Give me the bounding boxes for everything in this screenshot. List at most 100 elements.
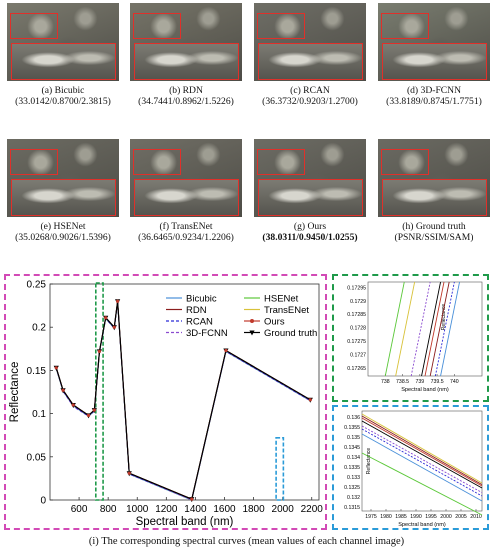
panel-caption-g: (g) Ours (38.0311/0.9450/1.0255)	[248, 221, 372, 243]
ours-point	[92, 408, 96, 412]
x-tick-label: 738.5	[396, 379, 409, 385]
zoom1-series-bicubic	[440, 281, 460, 377]
x-tick-label: 2010	[470, 514, 482, 520]
y-tick-label: 0.1335	[344, 465, 360, 471]
panel-metrics: (33.8189/0.8745/1.7751)	[386, 96, 482, 107]
y-tick-label: 0.17265	[347, 366, 366, 372]
x-axis-label: Spectral band (nm)	[136, 516, 234, 528]
y-tick-label: 0.25	[27, 280, 47, 291]
x-tick-label: 1000	[126, 504, 149, 515]
satellite-image-e	[7, 139, 119, 217]
zoom-chart-2000nm: 0.1315 0.132 0.1325 0.133 0.1335 0.134 0.1345 0…	[344, 410, 483, 528]
main-spectral-chart: 0 0.05 0.1 0.15 0.2 0.25 600 800 1000 1200 1400 160…	[9, 280, 324, 529]
plot-frame	[361, 410, 483, 512]
y-tick-label: 0.134	[347, 455, 360, 461]
y-tick-label: 0.15	[27, 366, 47, 377]
ours-point	[61, 388, 65, 392]
zoomed-roi-inset	[382, 43, 487, 80]
y-tick-label: 0.17275	[347, 339, 366, 345]
x-tick-label: 1990	[410, 514, 422, 520]
zoom2-series-bicubic	[361, 433, 483, 502]
x-tick-label: 2000	[272, 504, 295, 515]
y-tick-label: 0.1729	[350, 299, 366, 305]
x-tick-label: 740	[450, 379, 459, 385]
figure-caption: (i) The corresponding spectral curves (m…	[88, 536, 405, 547]
panel-caption-a: (a) Bicubic (33.0142/0.8700/2.3815)	[1, 85, 125, 107]
zoom-chart-740nm: 0.17265 0.1727 0.17275 0.1728 0.17285 0.1729 0…	[347, 281, 483, 393]
y-tick-label: 0.1728	[350, 326, 366, 332]
panel-metrics: (36.3732/0.9203/1.2700)	[262, 96, 358, 107]
panel-label: (c) RCAN	[290, 85, 330, 96]
y-tick-label: 0.2	[32, 323, 46, 334]
x-axis-label: Spectral band (nm)	[401, 387, 449, 393]
legend-label: TransENet	[264, 305, 309, 316]
panel-caption-b: (b) RDN (34.7441/0.8962/1.5226)	[124, 85, 248, 107]
roi-box	[257, 149, 305, 175]
y-tick-label: 0.05	[27, 452, 47, 463]
x-tick-label: 739	[415, 379, 424, 385]
ours-point	[86, 413, 91, 417]
legend-label: 3D-FCNN	[186, 328, 228, 339]
x-tick-label: 1600	[213, 504, 236, 515]
panel-caption-d: (d) 3D-FCNN (33.8189/0.8745/1.7751)	[372, 85, 493, 107]
y-tick-label: 0.136	[347, 415, 360, 421]
legend-marker	[250, 319, 254, 323]
y-tick-label: 0.17295	[347, 285, 366, 291]
ours-point	[97, 349, 102, 353]
panel-metrics: (35.0268/0.9026/1.5396)	[15, 232, 111, 243]
panel-metrics: (34.7441/0.8962/1.5226)	[138, 96, 234, 107]
plot-frame	[49, 283, 320, 501]
zoomed-roi-inset	[258, 179, 363, 216]
plot-frame	[367, 281, 483, 377]
x-tick-label: 1200	[155, 504, 178, 515]
legend-marker	[249, 330, 255, 336]
y-tick-label: 0.1345	[344, 445, 360, 451]
satellite-image-g	[254, 139, 366, 217]
panel-metrics: (33.0142/0.8700/2.3815)	[15, 96, 111, 107]
legend-label: RDN	[186, 305, 207, 316]
panel-caption-c: (c) RCAN (36.3732/0.9203/1.2700)	[248, 85, 372, 107]
legend-label: Bicubic	[186, 294, 217, 305]
legend-label: Ground truth	[264, 328, 317, 339]
x-tick-label: 2200	[301, 504, 324, 515]
y-axis-label: Reflectance	[441, 304, 447, 331]
zoom2-series-3d-fcnn	[361, 425, 483, 493]
zoomed-roi-inset	[134, 43, 239, 80]
green-region-box	[95, 282, 104, 501]
y-tick-label: 0.132	[347, 495, 360, 501]
y-tick-label: 0.1	[32, 409, 46, 420]
legend-label: HSENet	[264, 294, 299, 305]
zoom2-series-transenet	[361, 413, 483, 484]
ours-point	[71, 403, 75, 407]
panel-label: (g) Ours	[293, 221, 327, 232]
y-tick-label: 0.133	[347, 475, 360, 481]
x-tick-label: 1995	[425, 514, 437, 520]
panel-metrics: (36.6465/0.9234/1.2206)	[138, 232, 234, 243]
y-tick-label: 0.1355	[344, 425, 360, 431]
panel-caption-f: (f) TransENet (36.6465/0.9234/1.2206)	[124, 221, 248, 243]
roi-box	[381, 149, 429, 175]
ours-point	[224, 348, 228, 353]
zoom-panel-green: 0.17265 0.1727 0.17275 0.1728 0.17285 0.1729 0…	[332, 274, 489, 402]
panel-label: (f) TransENet	[159, 221, 213, 232]
satellite-image-a	[7, 3, 119, 81]
zoom2-series-hsenet	[361, 452, 483, 516]
zoomed-roi-inset	[11, 179, 116, 216]
zoom-panel-blue: 0.1315 0.132 0.1325 0.133 0.1335 0.134 0.1345 0…	[332, 405, 489, 530]
x-tick-label: 600	[71, 504, 88, 515]
satellite-image-b	[130, 3, 242, 81]
x-tick-label: 2005	[455, 514, 467, 520]
zoom1-series-hsenet	[384, 281, 405, 377]
y-tick-label: 0.1727	[350, 353, 366, 359]
blue-region-box	[275, 436, 285, 501]
zoom2-series-ground-truth	[361, 420, 483, 489]
x-tick-label: 1980	[380, 514, 392, 520]
zoom1-series-ours	[424, 281, 445, 377]
y-tick-label: 0.17285	[347, 312, 366, 318]
roi-box	[10, 149, 58, 175]
x-tick-label: 738	[381, 379, 390, 385]
panel-metrics: (PSNR/SSIM/SAM)	[394, 232, 474, 243]
ours-point	[308, 398, 312, 402]
panel-metrics: (38.0311/0.9450/1.0255)	[262, 232, 358, 243]
ours-point	[112, 325, 116, 329]
